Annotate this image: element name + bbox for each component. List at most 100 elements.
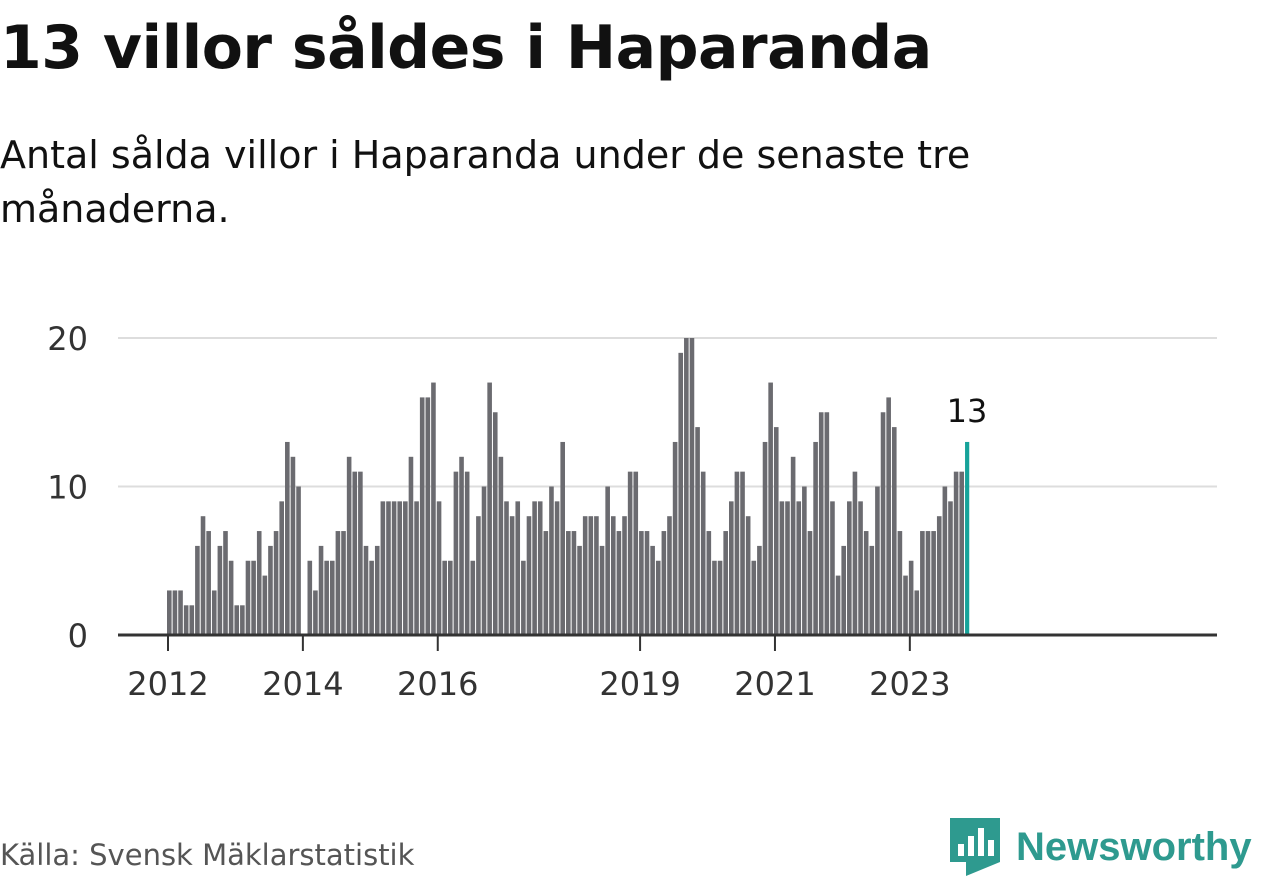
bar [459,456,464,635]
bar [920,531,925,635]
bar [436,501,442,635]
bar [256,531,262,635]
bar [706,531,712,635]
bar [914,590,920,635]
bar [852,471,858,635]
bar [667,516,672,635]
bar [925,531,931,635]
bar [504,501,509,635]
chart-subtitle: Antal sålda villor i Haparanda under de … [0,133,971,231]
bar [622,516,627,635]
bar [526,516,532,635]
bar [639,531,644,635]
bar [448,560,453,635]
bar [374,545,380,635]
bar [324,560,329,635]
x-tick-label: 2014 [262,665,343,703]
bar [729,501,734,635]
bar [796,501,802,635]
chart-title: 13 villor såldes i Haparanda [0,13,932,83]
bar [521,560,526,635]
bar-latest [965,441,970,635]
bar [942,486,948,635]
bar [655,560,661,635]
bar [745,516,751,635]
bar [841,545,846,635]
bar [481,486,487,635]
bar [183,605,189,635]
bar [403,501,408,635]
bar [346,456,352,635]
bar [549,486,554,635]
bar [408,456,414,635]
bar [869,545,875,635]
bar [785,501,790,635]
bar [891,427,897,635]
x-tick-label: 2019 [599,665,680,703]
bar [779,501,785,635]
bar [599,545,605,635]
bar [262,575,268,635]
bar [464,471,470,635]
bar [734,471,740,635]
latest-value-label: 13 [947,392,988,430]
bar [661,531,667,635]
bar [695,427,700,635]
bar [740,471,745,635]
newsworthy-logo-text: Newsworthy [1016,824,1252,869]
bar [768,382,773,635]
bar [700,471,706,635]
bar [684,338,689,635]
bar [633,471,639,635]
bar [577,545,582,635]
bar [644,531,650,635]
bar [313,590,318,635]
bar [195,545,200,635]
bar [875,486,880,635]
bar [167,590,172,635]
bar [200,516,206,635]
bar [566,531,571,635]
bar [594,516,599,635]
bar [959,471,965,635]
bar [358,471,363,635]
bar [352,471,358,635]
bar [835,575,841,635]
bar [627,471,633,635]
bar [897,531,903,635]
bar [290,456,296,635]
bar [234,605,240,635]
bar [678,352,684,635]
bar [223,531,228,635]
bar [712,560,717,635]
bar [189,605,195,635]
bar [492,412,498,635]
bar [285,441,290,635]
newsworthy-logo: Newsworthy [950,818,1252,876]
bar [487,382,492,635]
bar [931,531,936,635]
bar [847,501,852,635]
bar [442,560,447,635]
bar [335,531,341,635]
bar [391,501,397,635]
bar [790,456,796,635]
bar [818,412,824,635]
bar [723,531,728,635]
bar [296,486,301,635]
bar [341,531,346,635]
bar [279,501,284,635]
bar [582,516,588,635]
bar [616,531,622,635]
source-note: Källa: Svensk Mäklarstatistik [0,838,415,872]
bar [953,471,959,635]
bar [425,397,431,635]
bar [268,545,273,635]
bar [543,531,549,635]
bar [245,560,251,635]
bar [605,486,610,635]
bar [453,471,459,635]
bar [948,501,953,635]
y-tick-label: 0 [68,617,88,655]
bar [689,338,695,635]
